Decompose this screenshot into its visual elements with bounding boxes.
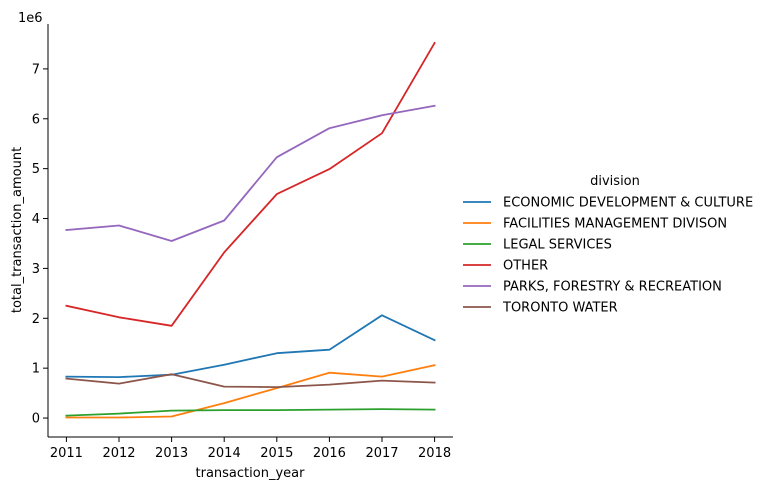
- y-tick-label: 2: [32, 312, 40, 327]
- x-tick-label: 2017: [365, 446, 398, 461]
- legend: division ECONOMIC DEVELOPMENT & CULTURE F…: [463, 174, 753, 316]
- series-line: [65, 41, 436, 327]
- legend-entry-label: LEGAL SERVICES: [503, 238, 612, 253]
- x-tick-label: 2016: [313, 446, 346, 461]
- y-tick-label: 0: [32, 412, 40, 427]
- y-tick-label: 5: [32, 162, 40, 177]
- series-line: [65, 408, 436, 417]
- plot-area: [65, 41, 436, 419]
- series-line: [65, 104, 436, 242]
- x-tick-label: 2014: [208, 446, 241, 461]
- legend-entry-label: ECONOMIC DEVELOPMENT & CULTURE: [503, 196, 753, 211]
- series-line: [65, 314, 436, 379]
- y-tick-label: 6: [32, 112, 40, 127]
- legend-entry-label: TORONTO WATER: [502, 301, 618, 316]
- x-tick-label: 2013: [155, 446, 188, 461]
- x-tick-label: 2018: [418, 446, 451, 461]
- y-offset-label: 1e6: [18, 11, 43, 26]
- y-tick-label: 7: [32, 62, 40, 77]
- y-axis-label: total_transaction_amount: [10, 147, 25, 313]
- x-axis-label: transaction_year: [196, 466, 306, 481]
- x-tick-label: 2011: [50, 446, 83, 461]
- y-tick-label: 3: [32, 262, 40, 277]
- legend-entry-label: FACILITIES MANAGEMENT DIVISON: [503, 217, 727, 232]
- series-line: [65, 364, 436, 419]
- legend-entry-label: OTHER: [503, 259, 548, 274]
- y-ticks: 0 1 2 3 4 5 6 7: [32, 62, 48, 427]
- legend-title: division: [590, 174, 640, 189]
- x-ticks: 2011 2012 2013 2014 2015 2016 2017 2018: [50, 437, 451, 461]
- y-tick-label: 4: [32, 212, 40, 227]
- series-line: [65, 373, 436, 389]
- x-tick-label: 2015: [260, 446, 293, 461]
- legend-entry-label: PARKS, FORESTRY & RECREATION: [503, 280, 722, 295]
- y-tick-label: 1: [32, 362, 40, 377]
- x-tick-label: 2012: [102, 446, 135, 461]
